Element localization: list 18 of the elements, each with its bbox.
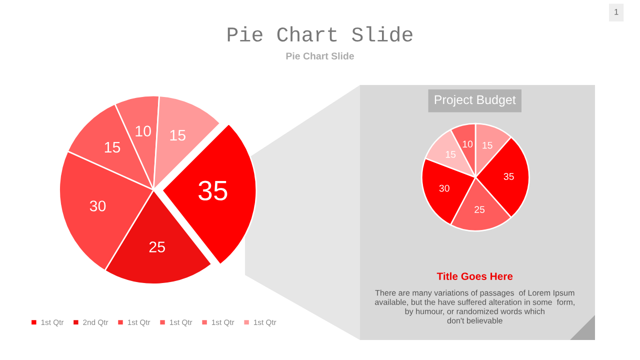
data-label: 15	[446, 151, 456, 158]
data-label: 15	[104, 142, 120, 153]
data-label: 15	[482, 142, 492, 149]
text: Pie Chart Slide	[228, 26, 412, 42]
data-label: 35	[504, 173, 514, 180]
text: 1	[614, 9, 618, 15]
data-label: 30	[439, 184, 450, 192]
text: Pie Chart Slide	[286, 52, 354, 60]
data-label: 10	[462, 140, 473, 148]
data-label: 25	[149, 242, 165, 252]
data-label: 35	[198, 180, 228, 200]
data-label: 15	[170, 130, 186, 141]
data-label: 30	[90, 200, 106, 212]
text: Title Goes Here	[436, 272, 513, 280]
data-label: 10	[136, 126, 151, 136]
data-label: 25	[474, 206, 485, 213]
chart-title: Project Budget	[434, 94, 516, 107]
text: There are many variations of passages of Lorem Ipsum available, but the have suffered alteration in some form, by humour, or randomized words which don't believable	[374, 290, 574, 324]
